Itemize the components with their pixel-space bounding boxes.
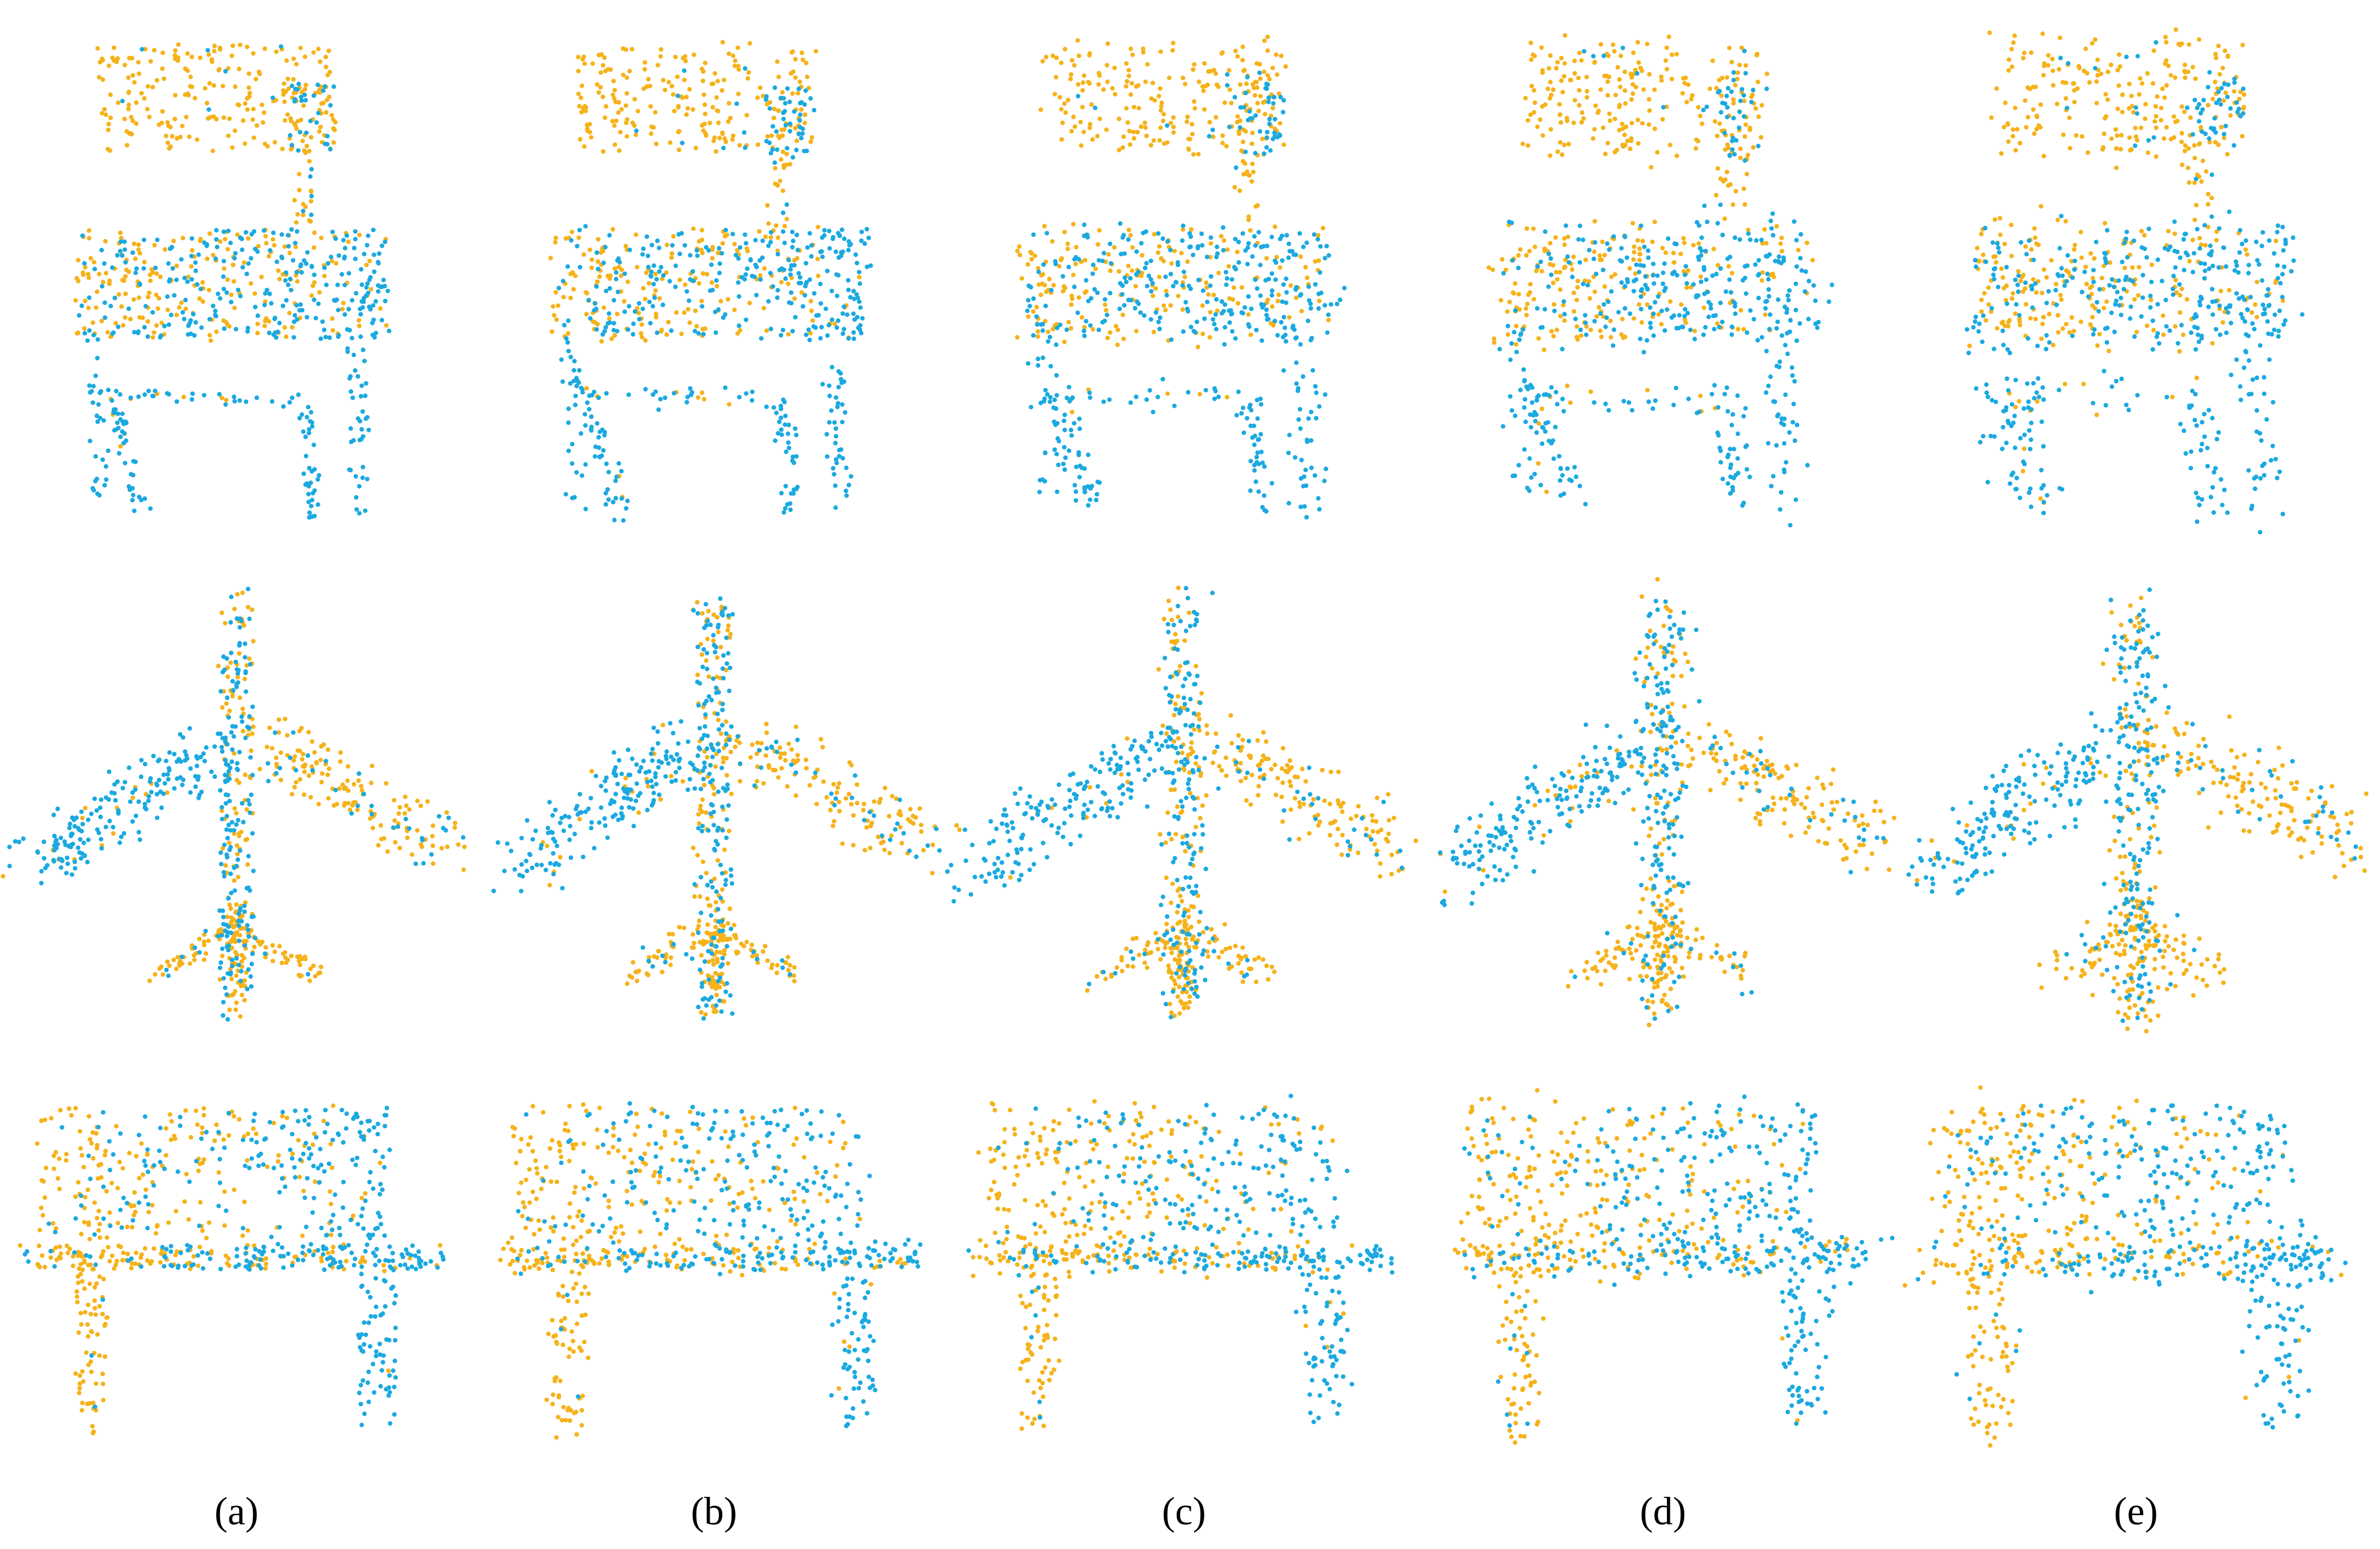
- point-cloud: [73, 42, 389, 449]
- panel-label: (e): [2114, 1489, 2158, 1533]
- point-cloud: [540, 600, 962, 1017]
- point-cloud: [1438, 599, 1886, 1021]
- point-cloud: [22, 1105, 446, 1427]
- point-cloud: [7, 586, 466, 1022]
- point-cloud: [1015, 34, 1331, 414]
- point-cloud: [1903, 1085, 2344, 1448]
- point-cloud: [1486, 33, 1815, 494]
- point-cloud: [18, 1103, 443, 1435]
- point-cloud: [556, 66, 873, 523]
- point-cloud: [1906, 587, 2358, 1023]
- point-cloud: [1008, 585, 1418, 1019]
- point-cloud: [1964, 40, 2305, 535]
- panel-label: (b): [691, 1489, 737, 1533]
- panel-label: (d): [1640, 1489, 1686, 1533]
- point-cloud: [77, 44, 392, 520]
- panel-label: (c): [1162, 1489, 1206, 1533]
- point-cloud: [970, 1099, 1355, 1431]
- point-cloud: [515, 1101, 923, 1429]
- point-cloud: [1025, 70, 1347, 520]
- point-cloud: [491, 596, 942, 1021]
- point-cloud: [548, 40, 862, 500]
- point-cloud: [945, 586, 1404, 1020]
- point-cloud: [1497, 45, 1834, 528]
- point-cloud: [498, 1102, 907, 1440]
- panel-label: (a): [214, 1489, 259, 1533]
- point-cloud: [1453, 1088, 1850, 1445]
- point-cloud: [1462, 1094, 1895, 1428]
- point-cloud: [1, 590, 467, 1019]
- point-cloud: [1916, 1103, 2348, 1430]
- point-cloud: [966, 1093, 1395, 1425]
